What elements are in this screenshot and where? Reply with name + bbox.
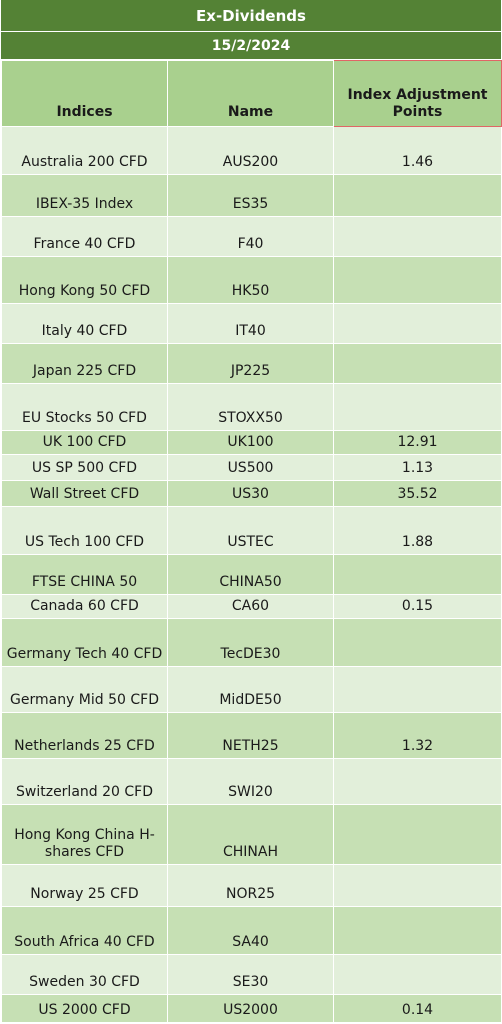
cell-index: Germany Tech 40 CFD: [1, 618, 168, 667]
cell-adjustment-points: 0.15: [333, 594, 502, 619]
cell-name: F40: [167, 216, 334, 257]
cell-name: MidDE50: [167, 666, 334, 713]
cell-name: SE30: [167, 954, 334, 995]
table-row: Hong Kong China H-shares CFD CHINAH: [1, 804, 502, 865]
table-row: Italy 40 CFD IT40: [1, 303, 502, 344]
cell-index: Norway 25 CFD: [1, 864, 168, 907]
cell-name: USTEC: [167, 506, 334, 555]
cell-name: JP225: [167, 343, 334, 384]
cell-index: Netherlands 25 CFD: [1, 712, 168, 759]
cell-adjustment-points: [333, 216, 502, 257]
table-row: Wall Street CFD US30 35.52: [1, 480, 502, 507]
cell-adjustment-points: [333, 383, 502, 431]
table-row: France 40 CFD F40: [1, 216, 502, 257]
cell-name: US500: [167, 454, 334, 481]
cell-index: France 40 CFD: [1, 216, 168, 257]
cell-name: HK50: [167, 256, 334, 304]
cell-adjustment-points: [333, 343, 502, 384]
cell-index: Hong Kong 50 CFD: [1, 256, 168, 304]
column-header-name: Name: [167, 60, 334, 127]
cell-index: FTSE CHINA 50: [1, 554, 168, 595]
cell-name: UK100: [167, 430, 334, 455]
cell-index: Canada 60 CFD: [1, 594, 168, 619]
cell-index: Switzerland 20 CFD: [1, 758, 168, 805]
cell-index: Australia 200 CFD: [1, 126, 168, 175]
cell-index: South Africa 40 CFD: [1, 906, 168, 955]
table-row: UK 100 CFD UK100 12.91: [1, 430, 502, 455]
cell-index: UK 100 CFD: [1, 430, 168, 455]
cell-adjustment-points: 1.13: [333, 454, 502, 481]
cell-adjustment-points: [333, 666, 502, 713]
cell-name: IT40: [167, 303, 334, 344]
cell-adjustment-points: [333, 864, 502, 907]
column-header-adjustment-points: Index Adjustment Points: [333, 60, 502, 127]
cell-name: CHINAH: [167, 804, 334, 865]
sheet-date: 15/2/2024: [1, 32, 501, 60]
cell-index: Germany Mid 50 CFD: [1, 666, 168, 713]
table-header-row: Indices Name Index Adjustment Points: [1, 60, 502, 127]
table-row: Switzerland 20 CFD SWI20: [1, 758, 502, 805]
cell-adjustment-points: 12.91: [333, 430, 502, 455]
cell-index: EU Stocks 50 CFD: [1, 383, 168, 431]
table-row: Germany Mid 50 CFD MidDE50: [1, 666, 502, 713]
cell-adjustment-points: [333, 804, 502, 865]
cell-adjustment-points: [333, 618, 502, 667]
cell-name: NOR25: [167, 864, 334, 907]
table-row: US 2000 CFD US2000 0.14: [1, 994, 502, 1023]
table-row: South Africa 40 CFD SA40: [1, 906, 502, 955]
table-row: US SP 500 CFD US500 1.13: [1, 454, 502, 481]
cell-name: US2000: [167, 994, 334, 1023]
cell-adjustment-points: [333, 174, 502, 217]
cell-adjustment-points: 1.32: [333, 712, 502, 759]
table-row: EU Stocks 50 CFD STOXX50: [1, 383, 502, 431]
table-row: FTSE CHINA 50 CHINA50: [1, 554, 502, 595]
table-row: Hong Kong 50 CFD HK50: [1, 256, 502, 304]
table-row: Sweden 30 CFD SE30: [1, 954, 502, 995]
cell-index: Hong Kong China H-shares CFD: [1, 804, 168, 865]
table-body: Australia 200 CFD AUS200 1.46 IBEX-35 Index…: [1, 126, 502, 1023]
table-row: Germany Tech 40 CFD TecDE30: [1, 618, 502, 667]
cell-index: Sweden 30 CFD: [1, 954, 168, 995]
cell-name: ES35: [167, 174, 334, 217]
cell-name: SA40: [167, 906, 334, 955]
cell-name: US30: [167, 480, 334, 507]
cell-adjustment-points: [333, 758, 502, 805]
cell-name: CHINA50: [167, 554, 334, 595]
cell-adjustment-points: 1.88: [333, 506, 502, 555]
cell-adjustment-points: 35.52: [333, 480, 502, 507]
cell-index: Japan 225 CFD: [1, 343, 168, 384]
cell-name: CA60: [167, 594, 334, 619]
cell-adjustment-points: 0.14: [333, 994, 502, 1023]
cell-adjustment-points: [333, 303, 502, 344]
column-header-indices: Indices: [1, 60, 168, 127]
cell-name: TecDE30: [167, 618, 334, 667]
sheet-title: Ex-Dividends: [1, 0, 501, 32]
cell-name: AUS200: [167, 126, 334, 175]
cell-adjustment-points: 1.46: [333, 126, 502, 175]
cell-adjustment-points: [333, 954, 502, 995]
cell-adjustment-points: [333, 906, 502, 955]
table-row: Australia 200 CFD AUS200 1.46: [1, 126, 502, 175]
cell-index: Italy 40 CFD: [1, 303, 168, 344]
cell-name: NETH25: [167, 712, 334, 759]
cell-index: Wall Street CFD: [1, 480, 168, 507]
cell-name: STOXX50: [167, 383, 334, 431]
table-row: IBEX-35 Index ES35: [1, 174, 502, 217]
cell-adjustment-points: [333, 554, 502, 595]
table-row: US Tech 100 CFD USTEC 1.88: [1, 506, 502, 555]
cell-index: IBEX-35 Index: [1, 174, 168, 217]
table-row: Norway 25 CFD NOR25: [1, 864, 502, 907]
table-row: Netherlands 25 CFD NETH25 1.32: [1, 712, 502, 759]
cell-index: US SP 500 CFD: [1, 454, 168, 481]
dividends-table: Indices Name Index Adjustment Points Aus…: [1, 60, 502, 1023]
cell-index: US Tech 100 CFD: [1, 506, 168, 555]
cell-index: US 2000 CFD: [1, 994, 168, 1023]
table-row: Japan 225 CFD JP225: [1, 343, 502, 384]
cell-adjustment-points: [333, 256, 502, 304]
table-row: Canada 60 CFD CA60 0.15: [1, 594, 502, 619]
cell-name: SWI20: [167, 758, 334, 805]
